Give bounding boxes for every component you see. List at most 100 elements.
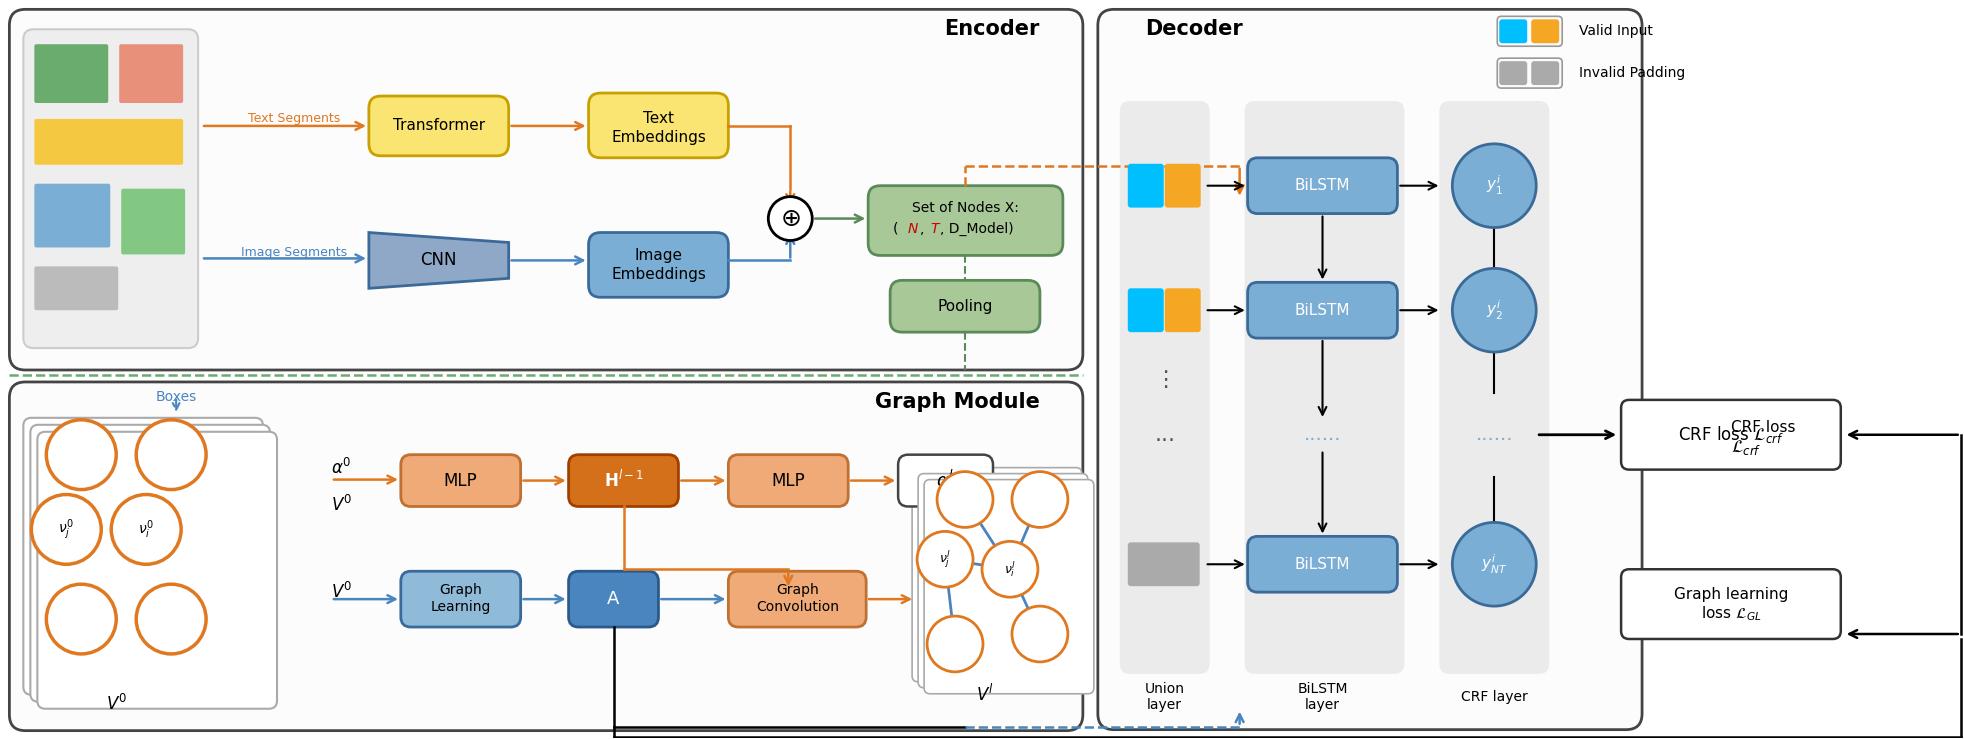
Circle shape — [1011, 606, 1066, 662]
FancyBboxPatch shape — [369, 96, 509, 156]
Circle shape — [917, 531, 972, 588]
Text: Image Segments: Image Segments — [242, 246, 348, 259]
Text: $\oplus$: $\oplus$ — [780, 207, 799, 231]
FancyBboxPatch shape — [1620, 569, 1840, 639]
Text: ...: ... — [1153, 425, 1174, 445]
FancyBboxPatch shape — [37, 432, 277, 709]
Text: $V^l$: $V^l$ — [976, 683, 994, 704]
FancyBboxPatch shape — [890, 280, 1039, 332]
FancyBboxPatch shape — [1499, 19, 1526, 43]
Text: Graph Module: Graph Module — [874, 392, 1039, 412]
Circle shape — [136, 420, 206, 489]
FancyBboxPatch shape — [589, 93, 729, 158]
FancyBboxPatch shape — [868, 185, 1063, 256]
Text: $y_1^i$: $y_1^i$ — [1485, 174, 1502, 197]
FancyBboxPatch shape — [29, 425, 269, 702]
Text: (: ( — [894, 222, 898, 236]
Text: Invalid Padding: Invalid Padding — [1579, 66, 1685, 80]
FancyBboxPatch shape — [1247, 282, 1396, 338]
Text: $\mathcal{L}_{crf}$: $\mathcal{L}_{crf}$ — [1730, 438, 1760, 457]
Text: $y_2^i$: $y_2^i$ — [1485, 299, 1502, 321]
Text: MLP: MLP — [444, 471, 477, 489]
Text: BiLSTM
layer: BiLSTM layer — [1296, 681, 1347, 712]
Circle shape — [47, 420, 116, 489]
Text: CRF loss $\mathcal{L}_{crf}$: CRF loss $\mathcal{L}_{crf}$ — [1677, 424, 1783, 446]
Text: $\nu_j^l$: $\nu_j^l$ — [939, 548, 951, 570]
FancyBboxPatch shape — [1530, 61, 1557, 85]
Text: CRF loss: CRF loss — [1730, 420, 1799, 435]
Text: Convolution: Convolution — [756, 600, 839, 614]
Text: ......: ...... — [1302, 425, 1341, 444]
Text: Image: Image — [634, 248, 682, 263]
Text: Learning: Learning — [430, 600, 491, 614]
Text: Set of Nodes X:: Set of Nodes X: — [911, 200, 1017, 214]
Text: $\nu_j^0$: $\nu_j^0$ — [59, 517, 75, 542]
Text: T: T — [929, 222, 939, 236]
Text: Embeddings: Embeddings — [611, 130, 705, 146]
Text: $\nu_i^0$: $\nu_i^0$ — [137, 518, 153, 541]
FancyBboxPatch shape — [568, 571, 658, 627]
FancyBboxPatch shape — [120, 44, 183, 103]
Text: $V^0$: $V^0$ — [330, 494, 352, 514]
Text: Embeddings: Embeddings — [611, 267, 705, 282]
Circle shape — [1451, 522, 1536, 606]
Circle shape — [136, 585, 206, 654]
FancyBboxPatch shape — [729, 454, 848, 506]
FancyBboxPatch shape — [24, 418, 263, 695]
Text: BiLSTM: BiLSTM — [1294, 556, 1349, 572]
Text: Transformer: Transformer — [393, 118, 485, 134]
FancyBboxPatch shape — [898, 454, 992, 506]
Text: $V^0$: $V^0$ — [106, 694, 128, 714]
FancyBboxPatch shape — [33, 266, 118, 310]
FancyBboxPatch shape — [1165, 288, 1200, 332]
FancyBboxPatch shape — [1530, 19, 1557, 43]
Text: , D_Model): , D_Model) — [939, 222, 1013, 236]
Circle shape — [31, 494, 102, 565]
Polygon shape — [369, 233, 509, 288]
FancyBboxPatch shape — [589, 233, 729, 297]
Text: Graph: Graph — [776, 583, 819, 597]
Circle shape — [1451, 144, 1536, 228]
Text: Boxes: Boxes — [155, 390, 196, 404]
Text: ⋮: ⋮ — [1153, 370, 1174, 390]
Text: loss $\mathcal{L}_{GL}$: loss $\mathcal{L}_{GL}$ — [1699, 605, 1760, 624]
Text: Valid Input: Valid Input — [1579, 24, 1652, 38]
Text: ......: ...... — [1475, 425, 1512, 444]
Circle shape — [47, 585, 116, 654]
Circle shape — [1011, 471, 1066, 528]
Text: Decoder: Decoder — [1145, 19, 1241, 39]
FancyBboxPatch shape — [1438, 101, 1548, 674]
FancyBboxPatch shape — [33, 119, 183, 165]
Text: BiLSTM: BiLSTM — [1294, 178, 1349, 193]
FancyBboxPatch shape — [10, 10, 1082, 370]
FancyBboxPatch shape — [33, 44, 108, 103]
Circle shape — [937, 471, 992, 528]
Text: A: A — [607, 590, 619, 608]
Text: Union
layer: Union layer — [1145, 681, 1184, 712]
FancyBboxPatch shape — [1127, 164, 1163, 208]
Text: N: N — [907, 222, 917, 236]
Text: $\alpha^l$: $\alpha^l$ — [935, 470, 955, 491]
Circle shape — [982, 542, 1037, 597]
Text: $\nu_i^l$: $\nu_i^l$ — [1004, 559, 1015, 579]
FancyBboxPatch shape — [923, 480, 1094, 694]
Circle shape — [112, 494, 181, 565]
Text: $y_{NT}^i$: $y_{NT}^i$ — [1481, 553, 1506, 576]
Text: CNN: CNN — [420, 251, 458, 270]
Circle shape — [768, 197, 811, 240]
FancyBboxPatch shape — [1165, 164, 1200, 208]
Circle shape — [1451, 268, 1536, 352]
Text: $\mathbf{H}^{l-1}$: $\mathbf{H}^{l-1}$ — [603, 470, 642, 491]
FancyBboxPatch shape — [1499, 61, 1526, 85]
Text: MLP: MLP — [772, 471, 805, 489]
FancyBboxPatch shape — [917, 474, 1088, 688]
Text: ,: , — [919, 222, 929, 236]
Text: Text Segments: Text Segments — [247, 112, 340, 126]
Circle shape — [927, 616, 982, 672]
FancyBboxPatch shape — [1127, 288, 1163, 332]
FancyBboxPatch shape — [1243, 101, 1404, 674]
FancyBboxPatch shape — [568, 454, 678, 506]
Text: BiLSTM: BiLSTM — [1294, 303, 1349, 318]
FancyBboxPatch shape — [729, 571, 866, 627]
Text: Graph learning: Graph learning — [1673, 587, 1787, 602]
